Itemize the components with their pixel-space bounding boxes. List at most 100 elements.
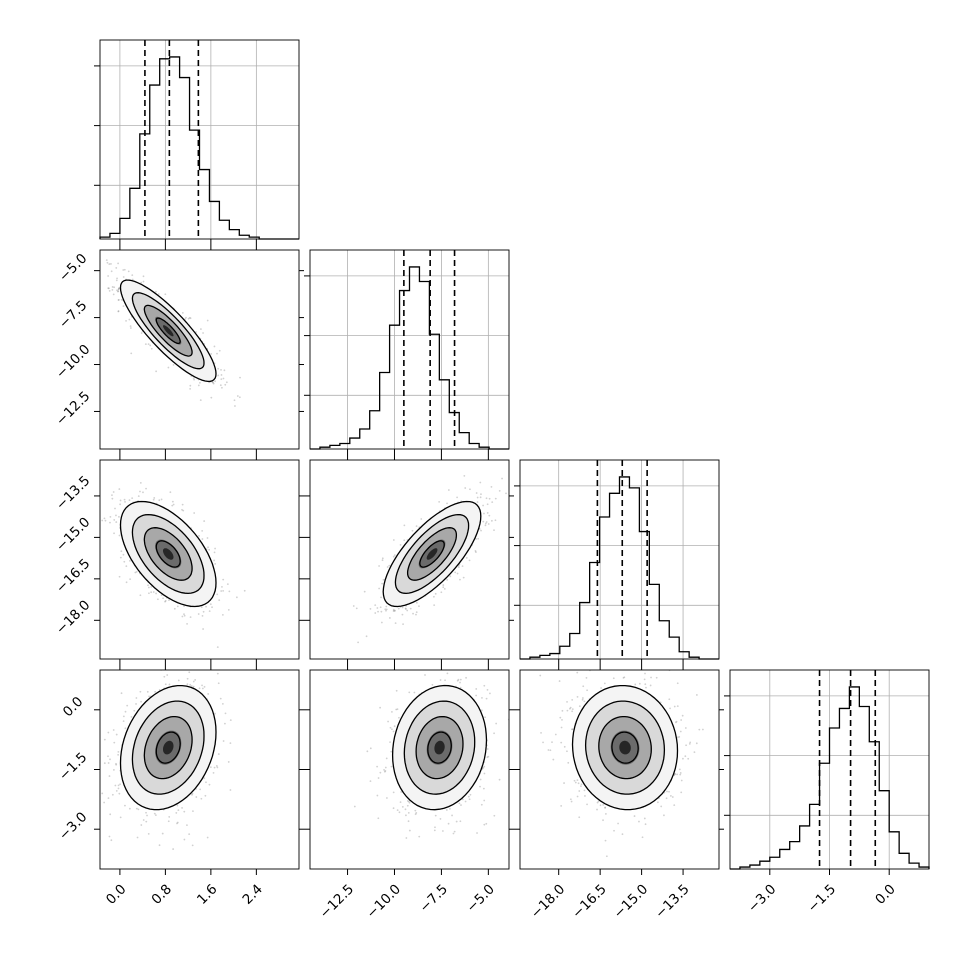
sample-point (383, 770, 386, 773)
sample-point (137, 495, 140, 498)
sample-point (116, 289, 118, 292)
sample-point (107, 275, 110, 277)
sample-point (158, 688, 161, 691)
contour-0 (119, 500, 217, 608)
density-layer (353, 672, 509, 839)
sample-point (217, 682, 220, 685)
sample-point (391, 728, 393, 731)
sample-point (227, 761, 230, 763)
sample-point (415, 601, 418, 604)
sample-point (643, 645, 645, 647)
sample-point (120, 692, 123, 695)
sample-point (122, 720, 125, 723)
sample-point (402, 623, 404, 625)
sample-point (467, 795, 470, 798)
sample-point (486, 503, 489, 506)
sample-point (196, 663, 198, 665)
sample-point (117, 310, 120, 312)
sample-point (191, 793, 193, 796)
sample-point (465, 557, 468, 559)
sample-point (390, 750, 393, 753)
sample-point (408, 801, 411, 804)
sample-point (583, 700, 586, 703)
sample-point (456, 679, 459, 682)
sample-point (190, 685, 193, 687)
sample-point (110, 263, 112, 265)
sample-point (117, 288, 120, 290)
sample-point (547, 749, 550, 751)
sample-point (117, 299, 120, 301)
sample-point (391, 710, 393, 713)
sample-point (156, 598, 159, 601)
contour-0 (382, 500, 482, 608)
sample-point (405, 814, 407, 817)
sample-point (395, 708, 398, 711)
sample-point (484, 716, 487, 719)
hist-panel-2 (514, 459, 720, 660)
sample-point (140, 332, 143, 334)
sample-point (206, 537, 209, 539)
sample-point (118, 792, 121, 795)
sample-point (385, 608, 388, 611)
sample-point (183, 613, 185, 616)
sample-point (485, 822, 488, 825)
sample-point (203, 777, 206, 780)
sample-point (374, 604, 377, 606)
sample-point (578, 705, 581, 708)
sample-point (542, 741, 544, 744)
sample-point (203, 520, 206, 522)
sample-point (613, 829, 615, 832)
sample-point (459, 820, 462, 823)
density-fill-4 (163, 740, 174, 755)
density-layer (539, 645, 704, 858)
sample-point (378, 587, 381, 590)
contour-2 (406, 527, 458, 581)
contour-3 (427, 731, 452, 764)
sample-point (385, 605, 388, 608)
sample-point (124, 804, 126, 807)
sample-point (383, 769, 385, 771)
sample-point (207, 546, 209, 549)
sample-point (110, 270, 113, 273)
sample-point (222, 578, 225, 581)
sample-point (574, 781, 577, 784)
sample-point (439, 679, 442, 681)
2d-panel-0-3 (99, 663, 300, 870)
sample-point (441, 830, 444, 832)
sample-point (357, 641, 360, 644)
sample-point (129, 327, 132, 329)
sample-point (481, 696, 483, 699)
sample-point (222, 589, 225, 592)
sample-point (126, 704, 129, 707)
sample-point (136, 836, 139, 839)
sample-point (388, 564, 391, 567)
contour-3 (155, 317, 181, 345)
sample-point (440, 591, 443, 594)
sample-point (212, 381, 214, 384)
sample-point (158, 499, 161, 502)
sample-point (91, 553, 93, 555)
sample-point (189, 683, 192, 686)
sample-point (167, 820, 170, 823)
sample-point (181, 807, 183, 809)
sample-point (482, 520, 485, 523)
sample-point (163, 675, 166, 678)
sample-point (679, 773, 682, 776)
density-fill-4 (163, 548, 174, 560)
sample-point (220, 374, 223, 376)
sample-point (115, 733, 118, 736)
sample-point (355, 607, 358, 610)
sample-point (129, 578, 132, 581)
sample-point (120, 298, 123, 301)
sample-point (131, 278, 134, 281)
sample-point (393, 554, 396, 557)
sample-point (442, 584, 445, 586)
contour-2 (143, 527, 193, 581)
sample-point (459, 681, 461, 684)
sample-point (93, 503, 95, 505)
sample-point (101, 519, 104, 522)
sample-point (176, 804, 179, 807)
density-layer (91, 482, 246, 649)
sample-point (413, 691, 416, 694)
sample-point (463, 474, 466, 477)
